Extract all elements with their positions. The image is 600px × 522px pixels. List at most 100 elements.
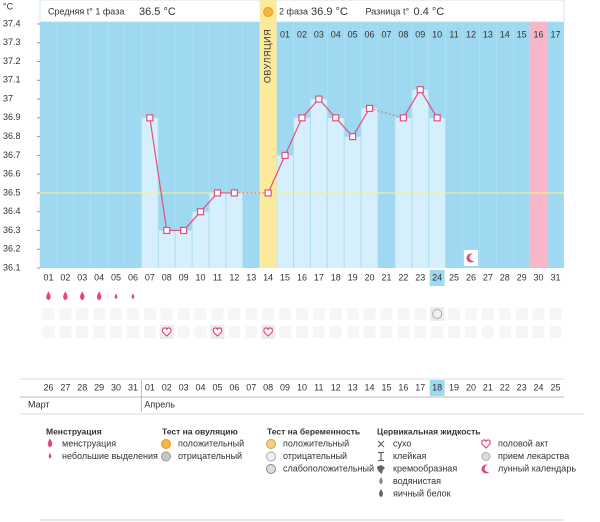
event-icon [80,291,85,301]
point [196,208,205,216]
cell [329,308,342,320]
x-tick-label: 07 [145,272,155,282]
x-tick-label: 06 [128,272,138,282]
cell [549,308,562,320]
phase2-day-label: 17 [550,29,560,39]
cell [515,326,528,338]
date-label: 20 [466,382,476,392]
y-tick-label: 36.7 [3,150,21,160]
icon-shape [161,439,171,449]
y-tick-label: 37.1 [3,75,21,85]
date-label: 31 [128,382,138,392]
legend-label: положительный [178,438,244,448]
date-label: 18 [432,382,442,392]
event-icon [114,293,118,300]
icon-shape [469,253,477,262]
legend-label: менструация [62,438,116,448]
ovulation-label: ОВУЛЯЦИЯ [263,29,273,83]
cell [431,326,444,338]
phase2-day-label: 15 [517,29,527,39]
bar [226,192,243,268]
cell [126,326,139,338]
phase2-value: 36.9 °C [311,6,348,18]
event-icon [161,327,172,337]
x-tick-label: 29 [517,272,527,282]
bar [310,99,327,268]
cell [228,308,241,320]
icon-shape [379,477,383,485]
x-tick-label: 19 [348,272,358,282]
date-label: 16 [398,382,408,392]
today-box [429,270,445,286]
bar [192,211,209,268]
legend-icon [481,464,492,474]
date-label: 30 [111,382,121,392]
date-label: 11 [314,382,323,392]
legend-label: кремообразная [393,463,457,473]
date-label: 12 [331,382,341,392]
y-tick-label: 36.5 [3,187,21,197]
cell [245,326,258,338]
cell [42,308,55,320]
diff-label: Разница t° [366,6,410,16]
cell [363,326,376,338]
bar [158,230,175,268]
icon-shape [47,438,53,448]
legend-title: Тест на беременность [267,426,360,436]
legend-label: положительный [283,438,349,448]
cell [177,326,190,338]
cell [397,308,410,320]
x-tick-label: 03 [77,272,87,282]
cell [312,308,325,320]
phase2-day-label: 04 [331,29,341,39]
event-icon [46,291,51,301]
x-tick-label: 02 [60,272,70,282]
cell [295,326,308,338]
y-tick-label: 36.3 [3,225,21,235]
cell [329,326,342,338]
x-tick-label: 27 [483,272,493,282]
x-tick-label: 30 [534,272,544,282]
cell [245,308,258,320]
x-tick-label: 24 [432,272,442,282]
x-tick-label: 20 [365,272,375,282]
cell [93,308,106,320]
date-label: 07 [246,382,256,392]
cell [59,308,72,320]
bar [209,192,226,268]
event-icon [63,291,68,301]
x-tick-label: 08 [162,272,172,282]
point [416,86,424,94]
legend-icon [378,451,384,462]
x-tick-label: 14 [263,272,273,282]
event-icon [263,327,273,337]
date-label: 23 [517,382,527,392]
cell [532,308,545,320]
cell [498,308,511,320]
date-label: 24 [534,382,544,392]
legend-icon [481,439,491,449]
y-tick-label: 37 [3,93,13,103]
cell [76,308,89,320]
point [264,189,272,197]
date-label: 28 [77,382,87,392]
bar [277,155,293,268]
x-tick-label: 01 [43,272,53,282]
month-label: Март [28,399,50,409]
y-tick-label: 36.9 [3,112,21,122]
legend-icon [47,438,53,448]
date-label: 10 [297,382,307,392]
event-icon [212,327,223,337]
x-tick-label: 10 [196,272,206,282]
phase2-day-label: 06 [365,29,375,39]
diff-value: 0.4 °C [414,6,445,18]
date-label: 06 [229,382,239,392]
legend-label: клейкая [393,451,426,461]
cell [481,326,494,338]
x-tick-label: 23 [415,272,425,282]
cell [481,308,494,320]
cell [279,326,292,338]
y-tick-label: 36.4 [3,206,21,216]
phase2-day-label: 05 [348,29,358,39]
